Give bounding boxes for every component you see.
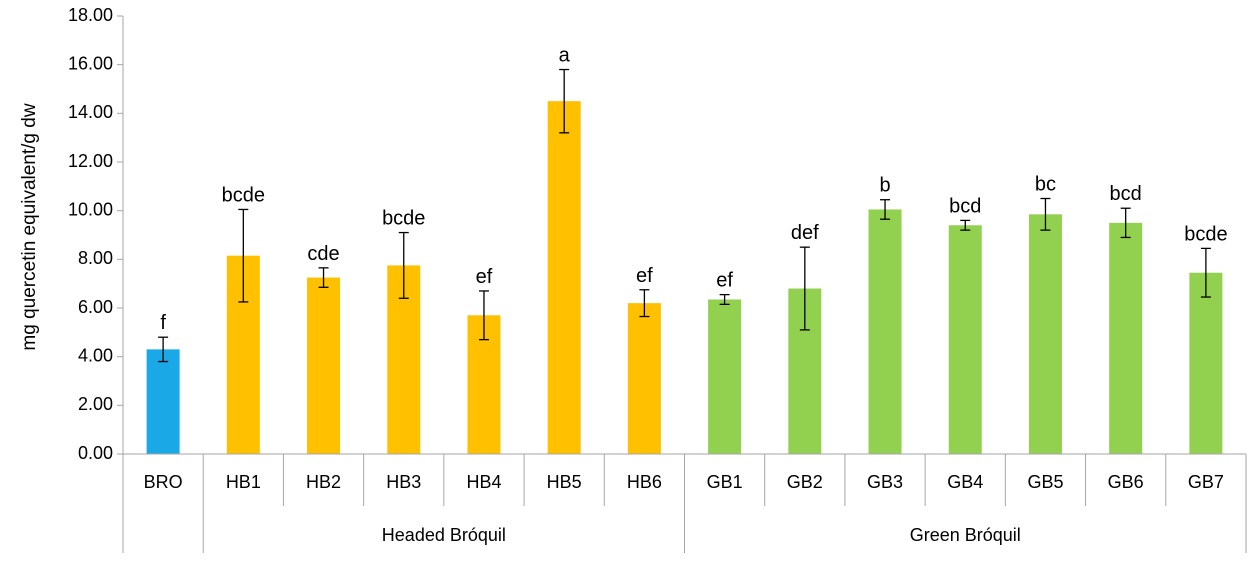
significance-label: ef bbox=[476, 266, 493, 288]
x-tick-label: HB3 bbox=[386, 472, 421, 492]
bar-gb1 bbox=[708, 299, 742, 454]
x-tick-label: GB4 bbox=[947, 472, 983, 492]
bar-gb4 bbox=[948, 225, 982, 454]
bar-gb3 bbox=[868, 209, 902, 454]
x-group-label: Green Bróquil bbox=[910, 525, 1021, 545]
y-axis-label: mg quercetin equivalent/g dw bbox=[19, 103, 40, 350]
y-tick-label: 16.00 bbox=[68, 53, 113, 73]
x-axis: BRO HB1 HB2 HB3 HB4 HB5 HB6 GB1 GB2 GB3 GB4 GB5 GB6 G… bbox=[122, 453, 1247, 553]
x-tick-label: HB4 bbox=[466, 472, 501, 492]
significance-label: cde bbox=[307, 243, 339, 265]
significance-label: a bbox=[559, 45, 571, 67]
bar-hb5 bbox=[547, 101, 581, 455]
y-tick-label: 18.00 bbox=[68, 5, 113, 25]
x-tick-label: HB5 bbox=[547, 472, 582, 492]
bar-gb7 bbox=[1189, 272, 1223, 454]
significance-label: bcde bbox=[222, 184, 265, 206]
x-tick-label: HB2 bbox=[306, 472, 341, 492]
x-tick-label: GB5 bbox=[1027, 472, 1063, 492]
bar-gb5 bbox=[1028, 214, 1062, 454]
bar-gb6 bbox=[1109, 222, 1143, 454]
significance-label: bc bbox=[1035, 174, 1056, 196]
bar-hb6 bbox=[627, 303, 661, 454]
error-bars bbox=[158, 68, 1211, 363]
y-tick-label: 0.00 bbox=[78, 443, 113, 463]
y-tick-label: 14.00 bbox=[68, 102, 113, 122]
x-tick-label: GB6 bbox=[1108, 472, 1144, 492]
significance-label: def bbox=[791, 222, 819, 244]
x-tick-label: GB1 bbox=[707, 472, 743, 492]
significance-label: ef bbox=[716, 270, 733, 292]
significance-label: f bbox=[160, 312, 166, 334]
bar-bro bbox=[146, 349, 180, 454]
y-tick-label: 6.00 bbox=[78, 297, 113, 317]
bar-hb2 bbox=[307, 277, 341, 454]
x-group-label: Headed Bróquil bbox=[382, 525, 506, 545]
x-tick-label: GB2 bbox=[787, 472, 823, 492]
x-tick-label: HB1 bbox=[226, 472, 261, 492]
y-tick-label: 2.00 bbox=[78, 394, 113, 414]
significance-label: bcd bbox=[949, 195, 981, 217]
x-tick-label: GB7 bbox=[1188, 472, 1224, 492]
significance-label: bcde bbox=[382, 208, 425, 230]
x-tick-label: GB3 bbox=[867, 472, 903, 492]
y-axis: 0.00 2.00 4.00 6.00 8.00 10.00 12.00 14.00 16.00… bbox=[68, 5, 124, 463]
significance-labels: f bcde cde bcde ef a ef ef def b bcd bc bcd bcde bbox=[160, 45, 1227, 335]
x-tick-label: BRO bbox=[144, 472, 183, 492]
y-tick-label: 4.00 bbox=[78, 345, 113, 365]
significance-label: ef bbox=[636, 265, 653, 287]
y-tick-label: 12.00 bbox=[68, 151, 113, 171]
y-tick-label: 10.00 bbox=[68, 199, 113, 219]
significance-label: bcde bbox=[1184, 223, 1227, 245]
significance-label: bcd bbox=[1110, 183, 1142, 205]
x-tick-label: HB6 bbox=[627, 472, 662, 492]
significance-label: b bbox=[879, 175, 890, 197]
y-tick-label: 8.00 bbox=[78, 248, 113, 268]
bars bbox=[146, 101, 1223, 455]
